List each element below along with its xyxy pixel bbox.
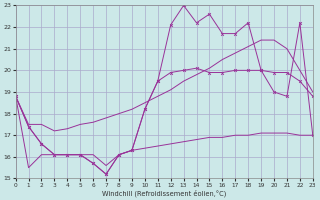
- X-axis label: Windchill (Refroidissement éolien,°C): Windchill (Refroidissement éolien,°C): [102, 189, 226, 197]
